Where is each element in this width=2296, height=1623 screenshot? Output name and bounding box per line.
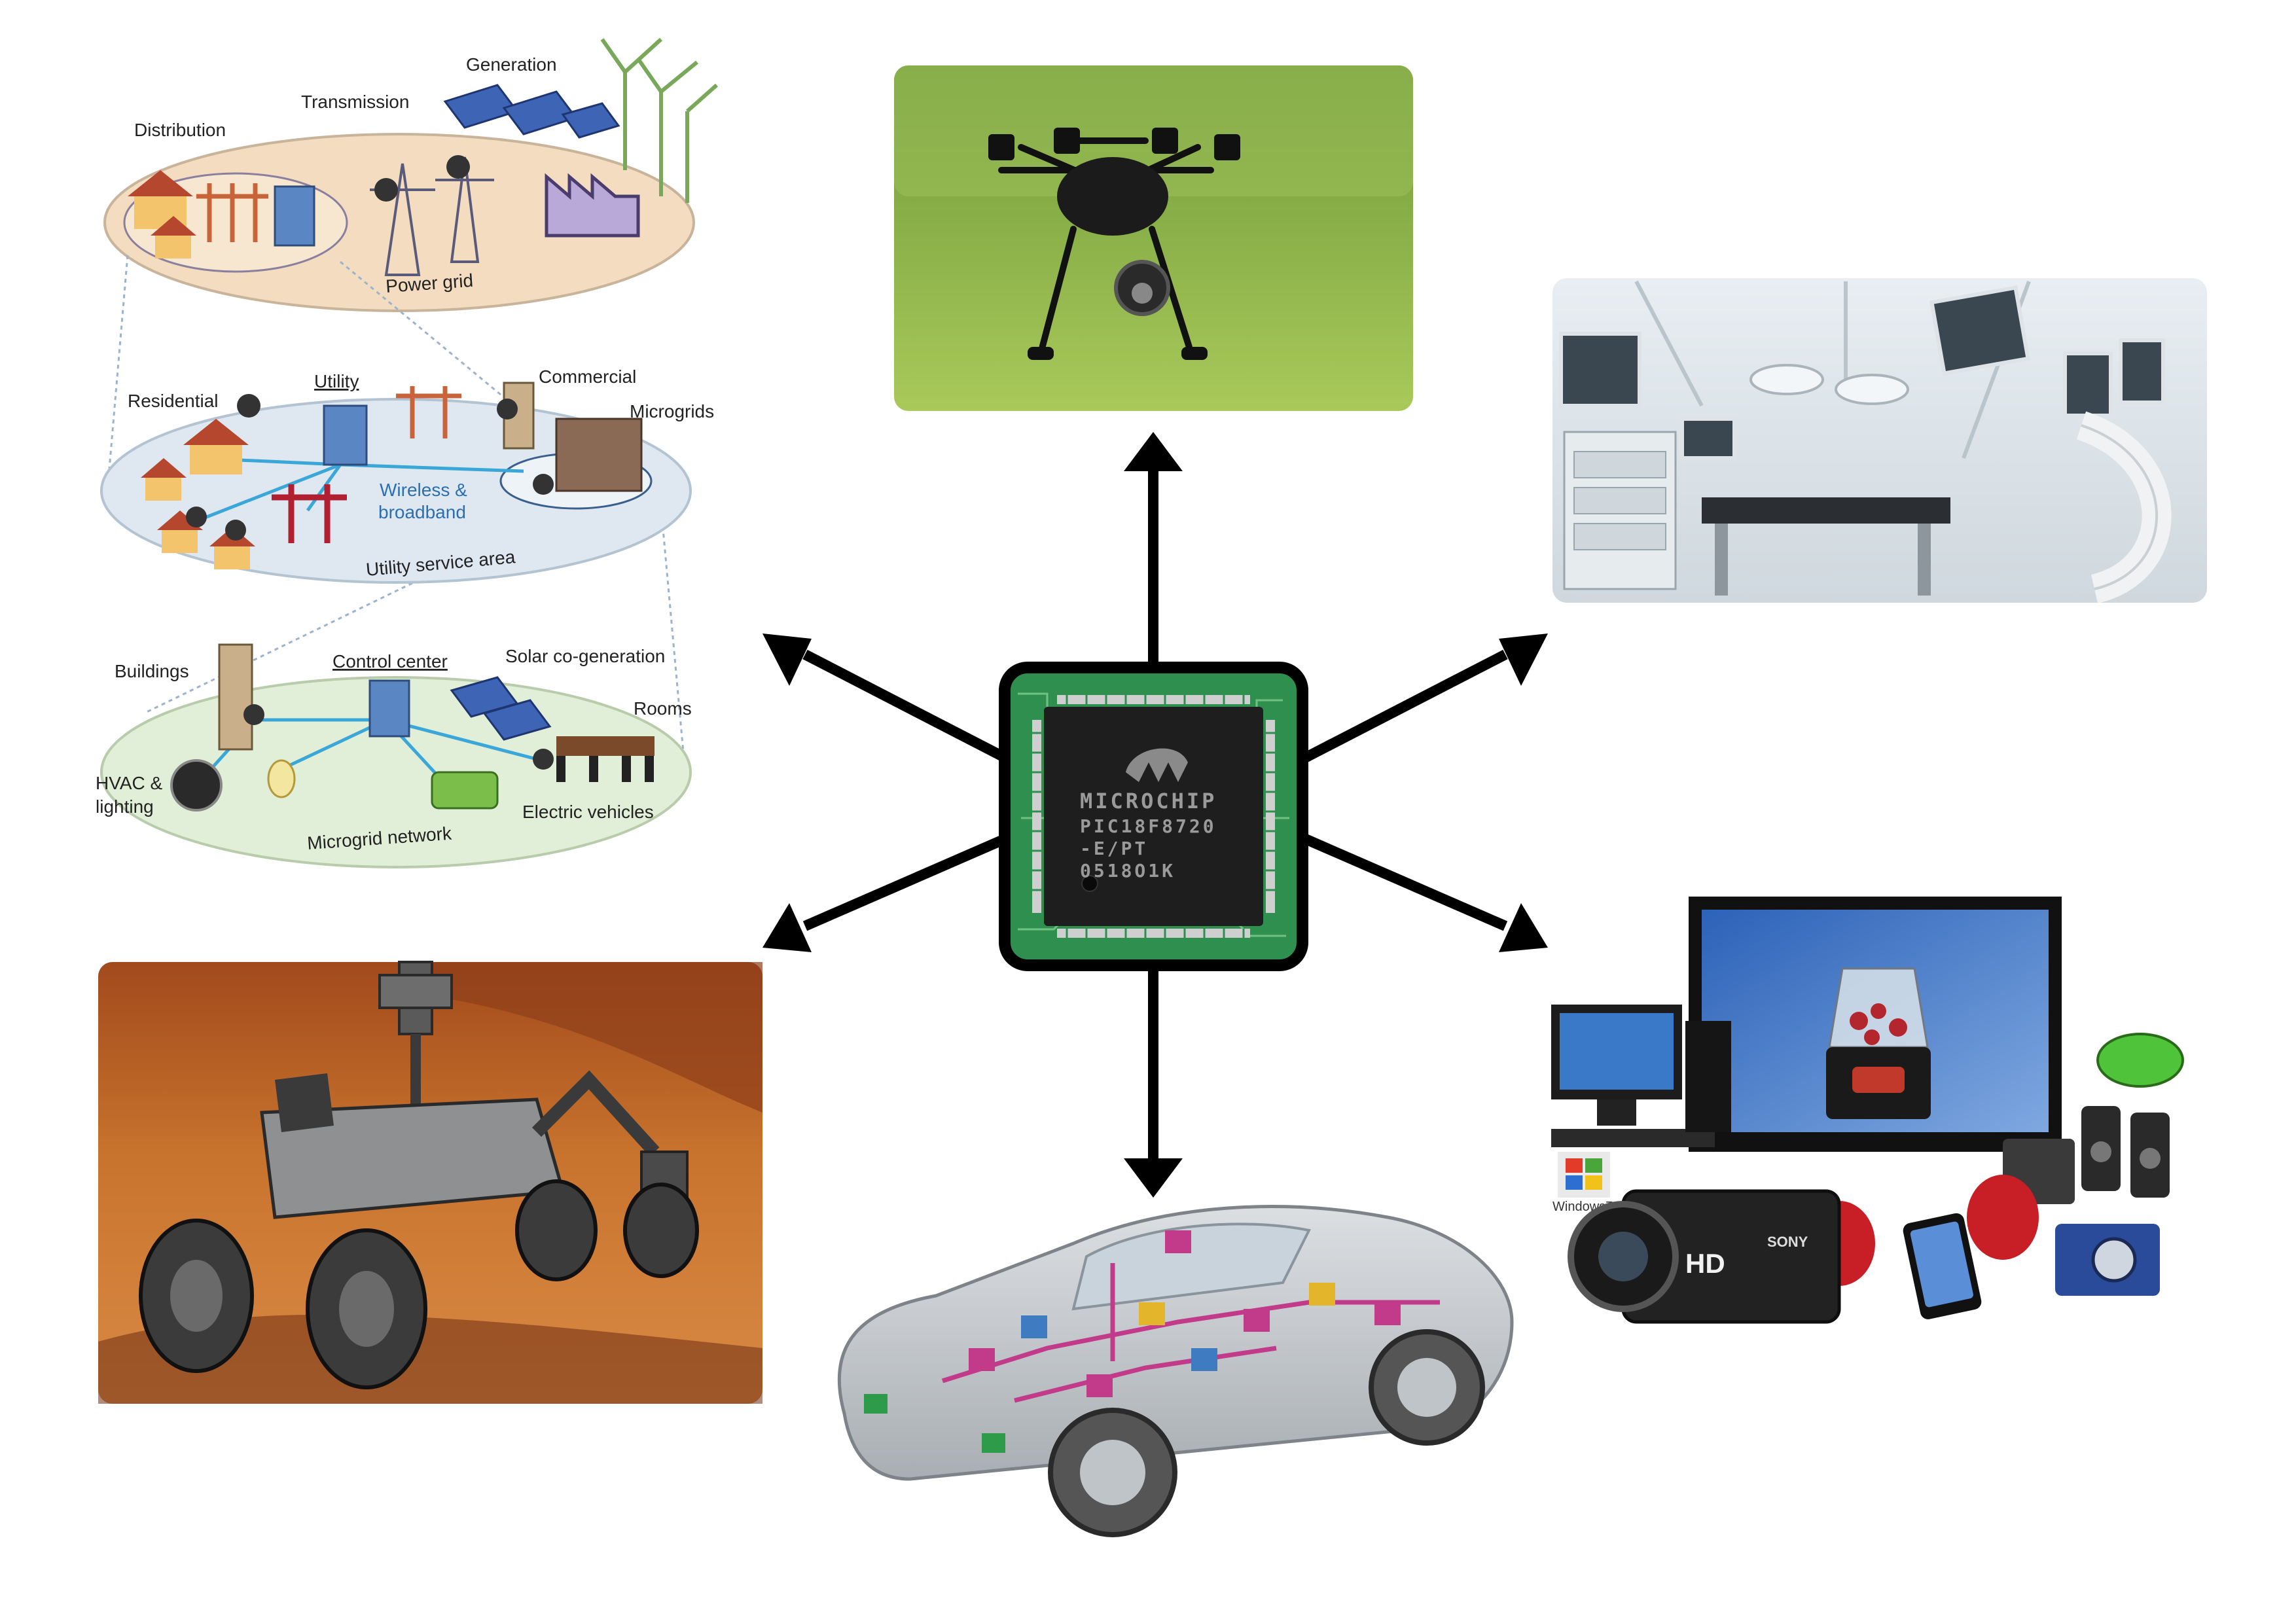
label-microgrids: Microgrids [630, 401, 714, 421]
arrowhead-up [1124, 432, 1183, 471]
arrowhead-upper-right [1499, 633, 1548, 686]
arrow-upper-right [1300, 649, 1508, 764]
label-distribution: Distribution [134, 120, 226, 140]
microcontroller-chip: MICROCHIP PIC18F8720 -E/PT 0518O1K [999, 662, 1308, 971]
chip-part-line1: PIC18F8720 [1080, 815, 1217, 837]
label-rooms: Rooms [634, 698, 692, 719]
arrowhead-upper-left [762, 633, 812, 686]
arrow-lower-left [802, 832, 1011, 931]
chip-brand: MICROCHIP [1080, 789, 1217, 813]
consumer-electronics-photo: Windows7 HD SONY [1551, 897, 2184, 1324]
arrow-lower-right [1300, 832, 1508, 931]
arrows [802, 465, 1508, 1165]
automotive-car-illustration [837, 1205, 1514, 1537]
chip-part-line3: 0518O1K [1080, 860, 1175, 882]
arrow-upper-left [802, 649, 1011, 764]
smart-grid-illustration: Generation Transmission Distribution Pow… [96, 37, 718, 868]
label-wireless-1: Wireless & [380, 480, 467, 500]
label-wireless-2: broadband [378, 502, 466, 522]
arrowhead-lower-right [1499, 903, 1548, 952]
label-generation: Generation [466, 54, 557, 75]
arrowhead-down [1124, 1158, 1183, 1198]
chip-part-line2: -E/PT [1080, 838, 1148, 859]
label-residential: Residential [128, 391, 219, 411]
label-solar-cogen: Solar co-generation [505, 646, 665, 666]
label-hvac-1: HVAC & [96, 773, 162, 793]
arrowhead-lower-left [762, 903, 812, 952]
label-hvac-2: lighting [96, 796, 154, 817]
label-commercial: Commercial [539, 366, 636, 387]
label-buildings: Buildings [115, 661, 189, 681]
microchip-logo-icon [1126, 748, 1188, 782]
chip-package [1044, 707, 1263, 926]
camcorder-brand-label: SONY [1767, 1234, 1808, 1250]
drone-photo [894, 65, 1413, 411]
label-electric-vehicles: Electric vehicles [522, 802, 654, 822]
medical-equipment-photo [1552, 278, 2207, 603]
mars-rover-photo [98, 961, 762, 1404]
label-utility: Utility [314, 371, 359, 391]
label-transmission: Transmission [301, 92, 409, 112]
camcorder-hd-label: HD [1685, 1248, 1725, 1279]
label-control-center: Control center [332, 651, 448, 671]
